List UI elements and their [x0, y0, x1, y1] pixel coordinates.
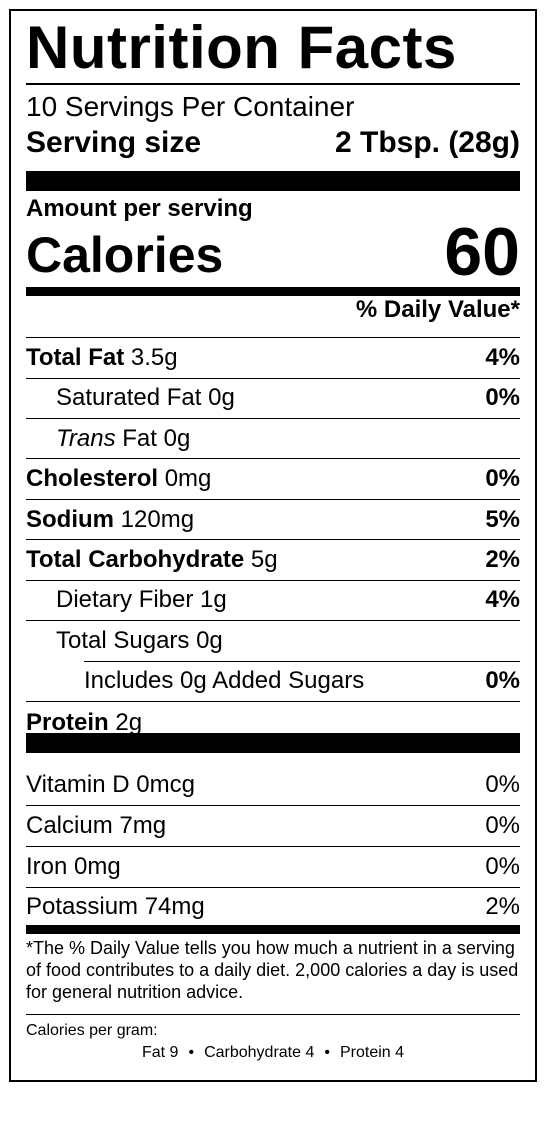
protein-per-gram: Protein 4: [339, 1044, 405, 1061]
nutrient-row-protein: Protein 2g: [26, 703, 520, 743]
nutrient-pct: 0%: [485, 667, 520, 694]
nutrient-amount: 120mg: [120, 506, 195, 533]
calories-per-gram-label: Calories per gram:: [26, 1022, 158, 1039]
nutrient-row-sodium: Sodium 120mg 5%: [26, 500, 520, 540]
nutrient-name: Sodium: [26, 506, 114, 533]
nutrient-name: Protein: [26, 709, 109, 736]
nutrient-name: Saturated Fat: [56, 384, 202, 411]
row-divider: [26, 887, 520, 888]
nutrient-name: Includes 0g Added Sugars: [84, 667, 365, 694]
nutrient-amount: 0mg: [164, 465, 212, 492]
nutrient-pct: 0%: [485, 384, 520, 411]
nutrient-amount: 5g: [250, 546, 278, 573]
row-divider: [84, 661, 520, 662]
nutrient-name: Trans: [56, 425, 116, 452]
nutrient-name: Cholesterol: [26, 465, 159, 492]
medium-rule-bottom: [26, 925, 520, 934]
label-content: Nutrition Facts 10 Servings Per Containe…: [26, 11, 520, 1080]
row-divider: [26, 539, 520, 540]
amount-per-serving: Amount per serving: [26, 195, 253, 222]
row-divider: [26, 805, 520, 806]
nutrient-row-saturated-fat: Saturated Fat 0g 0%: [26, 378, 520, 418]
carbohydrate-per-gram: Carbohydrate 4: [204, 1044, 315, 1061]
nutrient-row-total-carbohydrate: Total Carbohydrate 5g 2%: [26, 540, 520, 580]
vitamin-pct: 0%: [485, 812, 520, 839]
row-divider: [26, 701, 520, 702]
nutrient-amount: Fat 0g: [122, 425, 191, 452]
calories-per-gram-values: Fat 9 • Carbohydrate 4 • Protein 4: [26, 1043, 520, 1063]
row-divider: [26, 580, 520, 581]
nutrient-name: Dietary Fiber: [56, 586, 194, 613]
fat-per-gram: Fat 9: [141, 1044, 179, 1061]
nutrient-amount: 3.5g: [130, 344, 178, 371]
row-divider: [26, 378, 520, 379]
nutrient-row-added-sugars: Includes 0g Added Sugars 0%: [26, 661, 520, 701]
daily-value-header: % Daily Value*: [355, 296, 520, 323]
thick-rule-middle: [26, 733, 520, 753]
vitamin-pct: 0%: [485, 771, 520, 798]
calories-value: 60: [444, 214, 520, 290]
vitamin-pct: 0%: [485, 853, 520, 880]
footnote: *The % Daily Value tells you how much a …: [26, 938, 519, 1002]
thick-rule-top: [26, 171, 520, 191]
nutrient-amount: 2g: [115, 709, 143, 736]
medium-rule: [26, 287, 520, 296]
calories-label: Calories: [26, 227, 224, 283]
nutrient-pct: 5%: [485, 506, 520, 533]
row-divider: [26, 846, 520, 847]
vitamin-name: Calcium 7mg: [26, 812, 167, 839]
nutrient-amount: 1g: [200, 586, 227, 613]
vitamin-name: Iron 0mg: [26, 853, 121, 880]
vitamin-row-calcium: Calcium 7mg 0%: [26, 806, 520, 846]
nutrient-amount: 0g: [208, 384, 235, 411]
row-divider: [26, 337, 520, 338]
nutrition-facts-label: Nutrition Facts 10 Servings Per Containe…: [9, 9, 537, 1082]
title-rule: [26, 83, 520, 85]
row-divider: [26, 499, 520, 500]
row-divider: [26, 458, 520, 459]
nutrient-name: Total Fat: [26, 344, 125, 371]
nutrient-pct: 0%: [485, 465, 520, 492]
nutrient-amount: 0g: [196, 627, 223, 654]
nutrient-name: Total Carbohydrate: [26, 546, 245, 573]
serving-size-row: Serving size 2 Tbsp. (28g): [26, 125, 520, 161]
separator-bullet: •: [324, 1044, 330, 1061]
nutrient-row-dietary-fiber: Dietary Fiber 1g 4%: [26, 580, 520, 620]
calories-row: Calories 60: [26, 214, 520, 290]
serving-size-value: 2 Tbsp. (28g): [334, 126, 520, 159]
vitamin-name: Potassium 74mg: [26, 893, 205, 920]
nutrient-row-total-sugars: Total Sugars 0g: [26, 621, 520, 661]
vitamin-row-potassium: Potassium 74mg 2%: [26, 887, 520, 927]
label-title: Nutrition Facts: [26, 14, 457, 81]
servings-per-container: 10 Servings Per Container: [26, 91, 355, 122]
nutrient-row-trans-fat: Trans Fat 0g: [26, 419, 520, 459]
row-divider: [26, 418, 520, 419]
vitamin-row-vitamin-d: Vitamin D 0mcg 0%: [26, 765, 520, 805]
nutrient-row-cholesterol: Cholesterol 0mg 0%: [26, 459, 520, 499]
footnote-divider: [26, 1014, 520, 1015]
nutrient-name: Total Sugars: [56, 627, 190, 654]
row-divider: [26, 620, 520, 621]
nutrient-pct: 2%: [485, 546, 520, 573]
nutrient-pct: 4%: [485, 344, 520, 371]
vitamin-pct: 2%: [485, 893, 520, 920]
serving-size-label: Serving size: [26, 126, 202, 159]
separator-bullet: •: [188, 1044, 195, 1061]
vitamin-name: Vitamin D 0mcg: [26, 771, 195, 798]
nutrient-row-total-fat: Total Fat 3.5g 4%: [26, 338, 520, 378]
nutrient-pct: 4%: [485, 586, 520, 613]
vitamin-row-iron: Iron 0mg 0%: [26, 847, 520, 887]
